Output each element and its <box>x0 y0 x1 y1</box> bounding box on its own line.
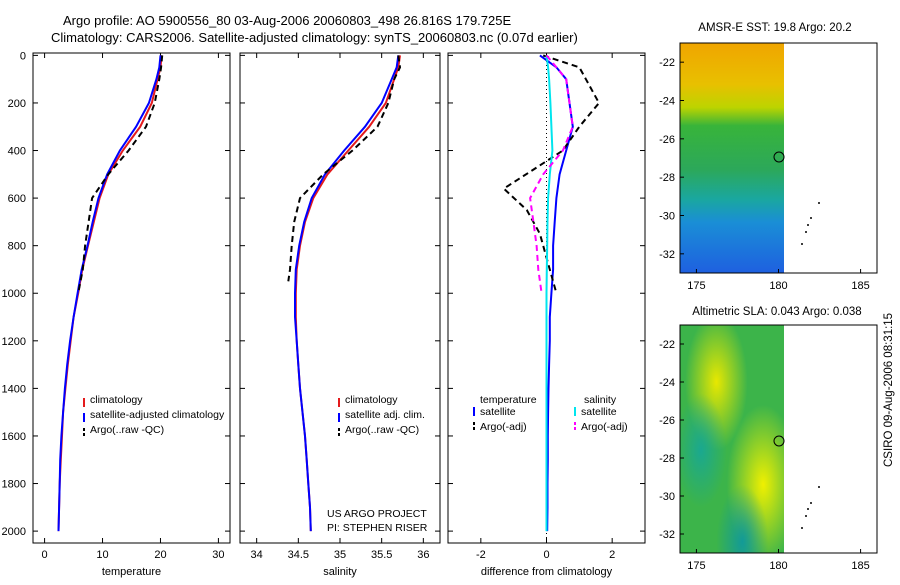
y-tick-label: 2000 <box>2 526 26 538</box>
legend-entry: climatology <box>90 394 143 406</box>
legend-title-temperature: temperature <box>480 394 537 406</box>
y-tick-label: 1400 <box>2 383 26 395</box>
legend-entry: satellite adj. clim. <box>345 409 425 421</box>
x-tick-label: -2 <box>476 549 486 561</box>
salinity-legend: climatology satellite adj. clim. Argo(..… <box>327 394 428 534</box>
legend-entry: climatology <box>345 394 398 406</box>
y-tick-label: -30 <box>659 211 675 223</box>
project-annotation: US ARGO PROJECT <box>327 508 427 520</box>
pi-annotation: PI: STEPHEN RISER <box>327 522 428 534</box>
y-tick-label: 600 <box>8 193 26 205</box>
x-tick-label: 34 <box>251 549 263 561</box>
track-points <box>801 202 820 245</box>
y-tick-label: -26 <box>659 415 675 427</box>
y-tick-label: -24 <box>659 377 675 389</box>
y-tick-label: 1800 <box>2 479 26 491</box>
difference-panel: -2 0 2 difference from climatology <box>447 52 646 578</box>
y-tick-label: -24 <box>659 96 675 108</box>
series-line <box>294 55 401 532</box>
legend-title-salinity: salinity <box>584 394 617 406</box>
map1-axes: 175 180 185 -22 -24 -26 -28 -30 -32 <box>659 57 870 292</box>
map1-title: AMSR-E SST: 19.8 Argo: 20.2 <box>698 22 851 34</box>
x-axis-label: temperature <box>102 566 161 578</box>
legend-entry: satellite <box>480 406 516 418</box>
track-points <box>801 486 820 529</box>
header-line1: Argo profile: AO 5900556_80 03-Aug-2006 … <box>63 13 511 28</box>
y-tick-label: -32 <box>659 249 675 261</box>
argo-location-marker <box>773 435 785 447</box>
series-line <box>502 54 601 294</box>
argo-location-marker <box>773 151 785 163</box>
y-tick-label: -28 <box>659 453 675 465</box>
x-tick-label: 10 <box>96 549 108 561</box>
y-tick-label: 1600 <box>2 431 26 443</box>
legend-entry: Argo(-adj) <box>480 421 527 433</box>
y-tick-label: 1200 <box>2 336 26 348</box>
header-line2: Climatology: CARS2006. Satellite-adjuste… <box>51 30 578 45</box>
temperature-legend: climatology satellite-adjusted climatolo… <box>83 394 225 437</box>
temperature-panel: 0 10 20 30 0 200 400 600 800 1000 1200 1400 1600 1800… <box>2 50 231 578</box>
x-axis-label: difference from climatology <box>481 566 613 578</box>
x-tick-label: 180 <box>769 280 787 292</box>
series-line <box>294 55 400 532</box>
difference-legend: temperature salinity satellite Argo(-adj… <box>473 394 628 433</box>
y-tick-label: 0 <box>20 50 26 62</box>
sst-field <box>680 43 784 273</box>
y-tick-label: -30 <box>659 491 675 503</box>
x-tick-label: 20 <box>154 549 166 561</box>
y-tick-label: 800 <box>8 241 26 253</box>
plot-frame <box>239 52 441 544</box>
map2-axes: 175 180 185 -22 -24 -26 -28 -30 -32 <box>659 339 870 572</box>
series-line <box>57 55 162 532</box>
sst-map <box>679 42 878 274</box>
y-tick-label: -32 <box>659 529 675 541</box>
legend-entry: Argo(-adj) <box>581 421 628 433</box>
y-tick-label: -22 <box>659 339 675 351</box>
series-line <box>545 55 554 532</box>
x-tick-label: 34.5 <box>288 549 309 561</box>
y-tick-label: -22 <box>659 57 675 69</box>
x-tick-label: 35.5 <box>371 549 392 561</box>
x-tick-label: 180 <box>769 560 787 572</box>
x-tick-label: 0 <box>42 549 48 561</box>
plot-frame <box>32 52 231 544</box>
legend-entry: satellite-adjusted climatology <box>90 409 225 421</box>
map2-title: Altimetric SLA: 0.043 Argo: 0.038 <box>692 306 861 318</box>
legend-entry: satellite <box>581 406 617 418</box>
series-line <box>287 55 402 282</box>
sla-map <box>679 324 878 554</box>
legend-entry: Argo(..raw -QC) <box>90 424 164 436</box>
x-tick-label: 185 <box>851 280 869 292</box>
y-tick-label: 1000 <box>2 288 26 300</box>
salinity-panel: 34 34.5 35 35.5 36 salinity <box>239 52 441 578</box>
x-tick-label: 175 <box>687 560 705 572</box>
y-tick-label: -28 <box>659 172 675 184</box>
x-tick-label: 0 <box>543 549 549 561</box>
x-tick-label: 2 <box>609 549 615 561</box>
legend-entry: Argo(..raw -QC) <box>345 424 419 436</box>
y-tick-label: 400 <box>8 146 26 158</box>
x-tick-label: 185 <box>851 560 869 572</box>
x-tick-label: 35 <box>334 549 346 561</box>
series-line <box>77 55 164 294</box>
footer-vertical: CSIRO 09-Aug-2006 08:31:15 <box>883 313 895 467</box>
y-tick-label: -26 <box>659 134 675 146</box>
y-tick-label: 200 <box>8 98 26 110</box>
series-line <box>529 54 574 294</box>
x-tick-label: 175 <box>687 280 705 292</box>
series-line <box>539 54 574 532</box>
x-tick-label: 30 <box>212 549 224 561</box>
x-tick-label: 36 <box>417 549 429 561</box>
x-axis-label: salinity <box>323 566 357 578</box>
